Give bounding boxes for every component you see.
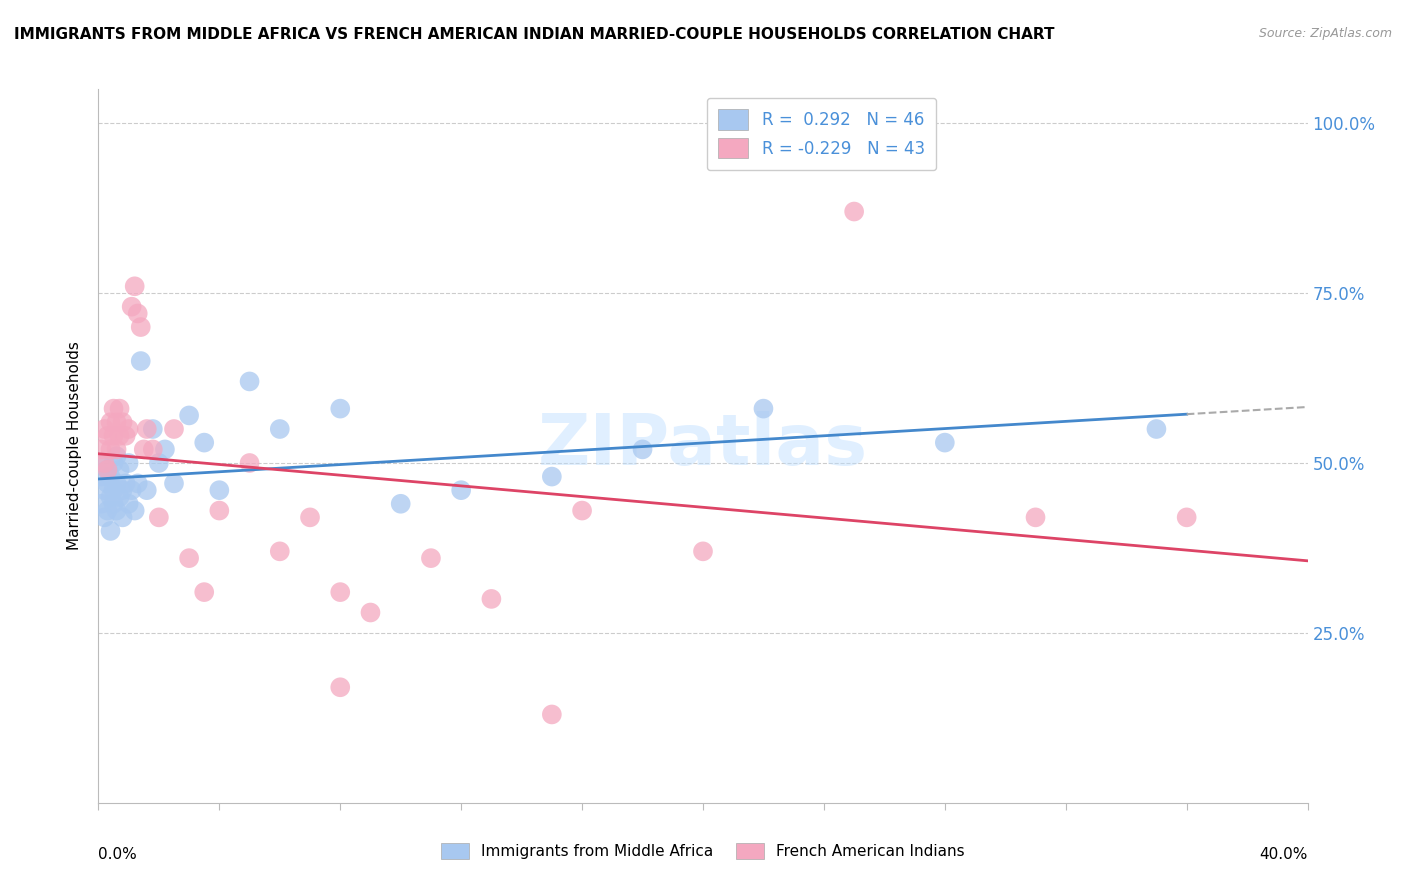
Point	[103, 401, 125, 416]
Point	[93, 510, 115, 524]
Point	[129, 354, 152, 368]
Point	[631, 442, 654, 457]
Point	[127, 306, 149, 320]
Point	[121, 483, 143, 498]
Point	[239, 456, 262, 470]
Point	[96, 476, 118, 491]
Point	[269, 422, 291, 436]
Point	[752, 401, 775, 416]
Point	[114, 476, 136, 491]
Point	[844, 204, 866, 219]
Point	[934, 435, 956, 450]
Point	[360, 606, 382, 620]
Point	[481, 591, 503, 606]
Point	[105, 476, 128, 491]
Point	[100, 442, 122, 457]
Point	[692, 544, 714, 558]
Point	[1144, 422, 1167, 436]
Point	[1024, 510, 1046, 524]
Point	[148, 456, 170, 470]
Point	[100, 415, 122, 429]
Point	[571, 503, 593, 517]
Point	[111, 415, 134, 429]
Point	[103, 497, 125, 511]
Point	[108, 429, 131, 443]
Point	[299, 510, 322, 524]
Point	[148, 510, 170, 524]
Point	[193, 585, 215, 599]
Point	[103, 429, 125, 443]
Point	[163, 476, 186, 491]
Point	[132, 442, 155, 457]
Point	[90, 442, 112, 457]
Point	[450, 483, 472, 498]
Text: ZIPatlas: ZIPatlas	[538, 411, 868, 481]
Point	[127, 476, 149, 491]
Point	[96, 503, 118, 517]
Point	[105, 449, 128, 463]
Point	[124, 503, 146, 517]
Point	[118, 456, 141, 470]
Point	[93, 456, 115, 470]
Point	[163, 422, 186, 436]
Point	[93, 422, 115, 436]
Point	[114, 429, 136, 443]
Point	[93, 483, 115, 498]
Point	[118, 497, 141, 511]
Point	[153, 442, 176, 457]
Point	[269, 544, 291, 558]
Point	[540, 469, 562, 483]
Point	[118, 422, 141, 436]
Point	[329, 680, 352, 694]
Text: IMMIGRANTS FROM MIDDLE AFRICA VS FRENCH AMERICAN INDIAN MARRIED-COUPLE HOUSEHOLD: IMMIGRANTS FROM MIDDLE AFRICA VS FRENCH …	[14, 27, 1054, 42]
Point	[179, 551, 201, 566]
Point	[329, 401, 352, 416]
Point	[90, 469, 112, 483]
Point	[100, 469, 122, 483]
Text: 40.0%: 40.0%	[1260, 847, 1308, 862]
Legend: Immigrants from Middle Africa, French American Indians: Immigrants from Middle Africa, French Am…	[433, 835, 973, 866]
Point	[1175, 510, 1198, 524]
Point	[329, 585, 352, 599]
Point	[108, 401, 131, 416]
Point	[93, 456, 115, 470]
Point	[96, 463, 118, 477]
Y-axis label: Married-couple Households: Married-couple Households	[67, 342, 83, 550]
Point	[111, 483, 134, 498]
Point	[389, 497, 412, 511]
Point	[420, 551, 443, 566]
Point	[90, 497, 112, 511]
Point	[208, 483, 231, 498]
Text: 0.0%: 0.0%	[98, 847, 138, 862]
Point	[105, 503, 128, 517]
Point	[179, 409, 201, 423]
Point	[208, 503, 231, 517]
Point	[142, 442, 165, 457]
Point	[124, 279, 146, 293]
Point	[108, 490, 131, 504]
Point	[96, 463, 118, 477]
Point	[105, 415, 128, 429]
Point	[135, 483, 157, 498]
Point	[100, 524, 122, 538]
Point	[108, 463, 131, 477]
Point	[96, 429, 118, 443]
Point	[193, 435, 215, 450]
Point	[105, 442, 128, 457]
Point	[100, 490, 122, 504]
Point	[129, 320, 152, 334]
Point	[121, 300, 143, 314]
Point	[239, 375, 262, 389]
Point	[135, 422, 157, 436]
Text: Source: ZipAtlas.com: Source: ZipAtlas.com	[1258, 27, 1392, 40]
Point	[103, 456, 125, 470]
Point	[540, 707, 562, 722]
Point	[142, 422, 165, 436]
Point	[103, 483, 125, 498]
Point	[111, 510, 134, 524]
